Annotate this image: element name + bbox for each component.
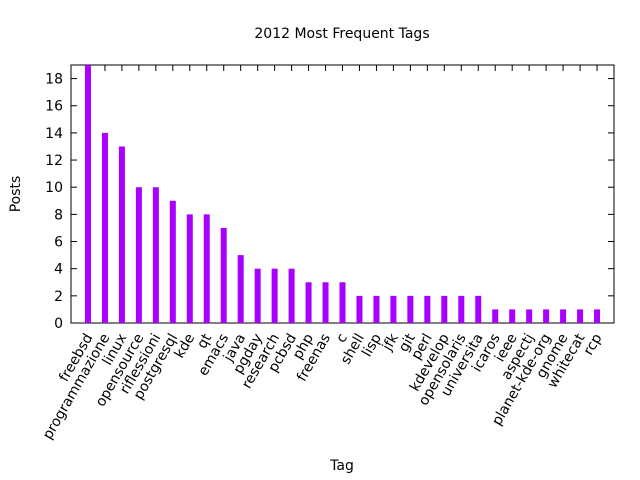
bar [492,309,499,323]
bar [407,295,414,323]
chart-title: 2012 Most Frequent Tags [254,26,429,42]
bar [441,295,448,323]
bar [356,295,363,323]
y-axis-label: Posts [8,176,24,213]
bar [594,309,601,323]
bar [186,214,193,323]
y-tick-label: 6 [54,235,63,251]
x-tick-label: rcp [581,331,606,358]
y-tick-label: 8 [54,207,63,223]
bar [84,65,91,323]
bar [560,309,567,323]
y-tick-label: 4 [54,262,63,278]
bar [543,309,550,323]
bar [339,282,346,323]
bar [237,255,244,323]
bar [101,132,108,323]
bar [322,282,329,323]
bar [288,268,295,323]
bar [254,268,261,323]
bar [220,227,227,323]
y-tick-label: 12 [45,153,63,169]
bar [118,146,125,323]
bar [577,309,584,323]
y-tick-label: 0 [54,316,63,332]
bar [373,295,380,323]
x-axis-label: Tag [329,458,354,474]
bar [271,268,278,323]
bar [390,295,397,323]
x-tick-label: kde [172,331,199,361]
bar [169,200,176,323]
bar [305,282,312,323]
bar [458,295,465,323]
bar [203,214,210,323]
bar [135,187,142,323]
y-tick-label: 18 [45,72,63,88]
bar [475,295,482,323]
bar [526,309,533,323]
y-tick-label: 16 [45,99,63,115]
y-tick-label: 14 [45,126,63,142]
bar [424,295,431,323]
y-tick-label: 2 [54,289,63,305]
bar [152,187,159,323]
bar [509,309,516,323]
y-tick-label: 10 [45,180,63,196]
